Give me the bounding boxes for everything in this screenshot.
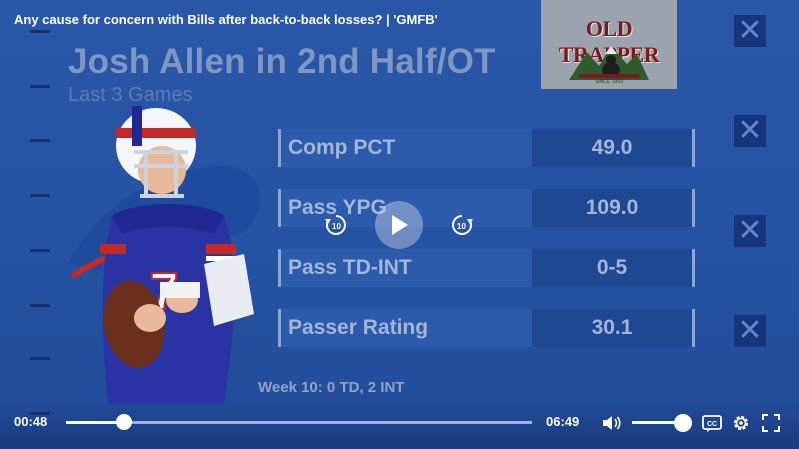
forward-seconds-label: 10 [457, 222, 466, 231]
x-marker-icon: ✕ [734, 115, 766, 147]
control-bar: 00:48 06:49 CC [0, 400, 799, 449]
yard-line-dash [30, 139, 50, 142]
yard-line-dash [30, 194, 50, 197]
volume-level [632, 421, 683, 424]
video-title: Any cause for concern with Bills after b… [14, 12, 438, 27]
duration: 06:49 [546, 414, 580, 429]
stat-label: Passer Rating [278, 309, 532, 347]
forward-10-icon[interactable]: 10 [450, 213, 474, 237]
sponsor-tagline: SINCE 1969 [595, 79, 623, 85]
player-image: 7 [68, 106, 261, 404]
play-button[interactable] [375, 201, 423, 249]
mountain-bear-icon [569, 46, 649, 80]
fullscreen-icon[interactable] [760, 412, 782, 434]
rewind-seconds-label: 10 [332, 222, 341, 231]
yard-line-dash [30, 357, 50, 360]
stat-value: 109.0 [532, 189, 695, 227]
play-icon [392, 215, 408, 235]
stat-row-pass-ypg: Pass YPG 109.0 [278, 189, 698, 227]
volume-slider[interactable] [632, 414, 692, 432]
stat-row-pass-td-int: Pass TD-INT 0-5 [278, 249, 698, 287]
stat-label: Pass TD-INT [278, 249, 532, 287]
sponsor-logo: OLD TRAPPER SINCE 1969 [541, 0, 677, 89]
volume-handle[interactable] [673, 414, 692, 432]
graphic-subhead: Last 3 Games [68, 84, 193, 106]
stat-label: Comp PCT [278, 129, 532, 167]
x-marker-icon: ✕ [734, 15, 766, 47]
yard-line-dash [30, 85, 50, 88]
stat-value: 49.0 [532, 129, 695, 167]
center-controls: 10 10 [320, 200, 480, 250]
seek-handle[interactable] [116, 414, 133, 430]
gear-icon[interactable] [730, 412, 752, 434]
graphic-headline: Josh Allen in 2nd Half/OT [68, 42, 496, 81]
stat-label: Pass YPG [278, 189, 532, 227]
stat-value: 0-5 [532, 249, 695, 287]
stat-row-comp-pct: Comp PCT 49.0 [278, 129, 698, 167]
seek-bar[interactable] [66, 414, 532, 430]
graphic-footnote: Week 10: 0 TD, 2 INT [258, 379, 405, 396]
svg-text:CC: CC [707, 421, 717, 428]
stat-value: 30.1 [532, 309, 695, 347]
current-time: 00:48 [14, 414, 48, 429]
closed-captions-icon[interactable]: CC [701, 412, 723, 434]
x-marker-icon: ✕ [734, 215, 766, 247]
volume-icon[interactable] [601, 412, 623, 434]
seek-progress [66, 421, 125, 424]
yard-line-dash [30, 249, 50, 252]
yard-line-dash [30, 304, 50, 307]
x-marker-icon: ✕ [734, 315, 766, 347]
rewind-10-icon[interactable]: 10 [324, 213, 348, 237]
yard-line-dash [30, 30, 50, 33]
stat-row-passer-rating: Passer Rating 30.1 [278, 309, 698, 347]
